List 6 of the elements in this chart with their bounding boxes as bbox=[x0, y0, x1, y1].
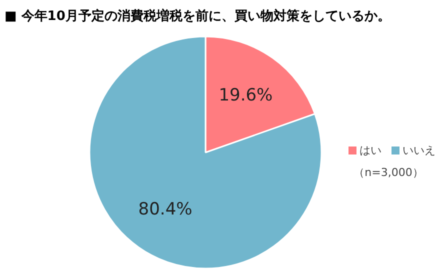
legend-label: はい bbox=[360, 144, 382, 157]
chart-title: ■ 今年10月予定の消費税増税を前に、買い物対策をしているか。 bbox=[4, 8, 390, 24]
legend-label: いいえ bbox=[402, 144, 436, 157]
data-label: 80.4% bbox=[138, 199, 192, 220]
text: （n=3,000） bbox=[354, 166, 424, 179]
data-label: 19.6% bbox=[218, 86, 273, 106]
